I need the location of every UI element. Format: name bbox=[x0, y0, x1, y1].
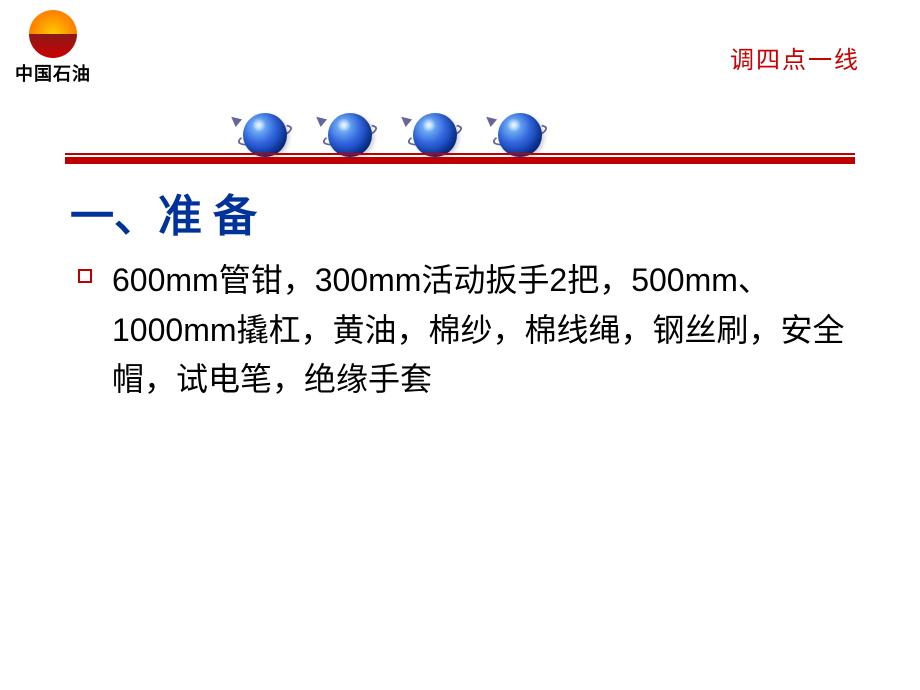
bullet-list-item: 600mm管钳，300mm活动扳手2把，500mm、1000mm撬杠，黄油，棉纱… bbox=[78, 256, 870, 405]
bullet-square-icon bbox=[78, 269, 92, 283]
petroleum-sun-icon bbox=[28, 10, 78, 58]
bullet-text-content: 600mm管钳，300mm活动扳手2把，500mm、1000mm撬杠，黄油，棉纱… bbox=[112, 256, 870, 405]
section-heading: 一、准 备 bbox=[70, 180, 870, 244]
company-name: 中国石油 bbox=[15, 60, 91, 86]
slide-content: 一、准 备 600mm管钳，300mm活动扳手2把，500mm、1000mm撬杠… bbox=[70, 180, 870, 405]
section-number: 一、 bbox=[70, 192, 158, 241]
horizontal-divider bbox=[65, 157, 855, 164]
section-title-text: 准 备 bbox=[158, 192, 257, 241]
slide-topic-label: 调四点一线 bbox=[730, 40, 860, 75]
company-logo: 中国石油 bbox=[15, 10, 91, 86]
